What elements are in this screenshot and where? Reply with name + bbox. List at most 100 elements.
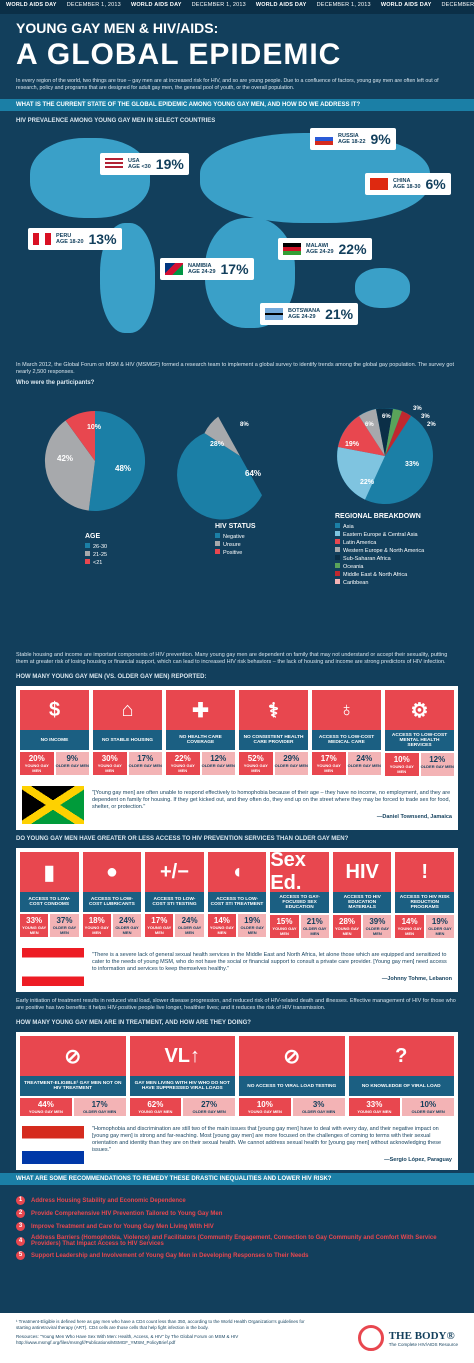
age-legend: AGE 26-30 21-25 <21 [85, 533, 107, 567]
ticker-date: DECEMBER 1, 2013 [66, 2, 121, 8]
stat-icon: ⚕ [239, 690, 308, 730]
reported-panel: $ NO INCOME 20% YOUNG GAY MEN 9% OLDER GAY ME… [16, 686, 458, 830]
quote-jamaica: "[Young gay men] are often unable to res… [16, 780, 458, 830]
age-slice-26-30 [88, 411, 146, 511]
age-label-42: 42% [57, 454, 73, 463]
stat-label: NO HEALTH CARE COVERAGE [166, 730, 235, 750]
rec-text: Address Housing Stability and Economic D… [31, 1197, 186, 1204]
young-value: 14% YOUNG GAY MEN [395, 915, 424, 938]
country-name: MALAWI [306, 242, 329, 249]
legend-title: AGE [85, 533, 101, 540]
quote-text: "Homophobia and discrimination are still… [92, 1126, 442, 1153]
intro-text: In every region of the world, two things… [16, 78, 439, 91]
housing-text: Stable housing and income are important … [16, 652, 448, 665]
older-value: 29% OLDER GAY MEN [274, 752, 308, 775]
stat-icon: ◖ [207, 852, 267, 892]
hiv-slice-negative [177, 433, 262, 520]
legend-title: REGIONAL BREAKDOWN [335, 513, 421, 520]
country-age: AGE 24-29 [288, 314, 316, 320]
region-pie: 33% 22% 19% 6% 6% 3% 3% 2% [337, 406, 436, 504]
reported-tile: ✚ NO HEALTH CARE COVERAGE 22% YOUNG GAY MEN… [166, 690, 235, 776]
hiv-label-28: 28% [210, 441, 225, 448]
treatment-panel: ⊘ TREATMENT-ELIGIBLE¹ GAY MEN NOT ON HIV … [16, 1032, 458, 1170]
rec-number: 2 [16, 1209, 25, 1218]
treatment-tile: ? NO KNOWLEDGE OF VIRAL LOAD 33% YOUNG GAY … [348, 1036, 454, 1116]
treatment-tile: ⊘ TREATMENT-ELIGIBLE¹ GAY MEN NOT ON HIV … [20, 1036, 126, 1116]
older-value: 19% OLDER GAY MEN [238, 914, 267, 937]
older-value: 3% OLDER GAY MEN [292, 1098, 345, 1116]
quote-author: —Daniel Townsend, Jamaica [376, 813, 452, 820]
recommendation-item: 2 Provide Comprehensive HIV Prevention Ta… [16, 1209, 458, 1218]
treatment-tiles: ⊘ TREATMENT-ELIGIBLE¹ GAY MEN NOT ON HIV … [16, 1032, 458, 1120]
legend-item: Oceania [343, 564, 364, 570]
legend-item: Eastern Europe & Central Asia [343, 532, 418, 538]
country-pct: 21% [325, 306, 354, 322]
older-value: 19% OLDER GAY MEN [425, 915, 455, 938]
rec-number: 5 [16, 1251, 25, 1260]
older-value: 27% OLDER GAY MEN [183, 1098, 235, 1116]
lebanon-flag-icon [22, 948, 84, 986]
callout-usa: USA AGE <30 19% [100, 153, 189, 175]
recommendation-item: 5 Support Leadership and Involvement of Y… [16, 1251, 458, 1260]
namibia-flag-icon [165, 263, 183, 275]
footnote: ¹ Treatment-Eligible is defined here as … [16, 1319, 305, 1330]
age-slice-under-21 [65, 410, 95, 461]
older-value: 12% OLDER GAY MEN [201, 752, 235, 775]
older-value: 12% OLDER GAY MEN [420, 753, 454, 776]
rec-text: Address Barriers (Homophobia, Violence) … [31, 1235, 437, 1247]
stat-icon: ⌂ [93, 690, 162, 730]
older-value: 39% OLDER GAY MEN [363, 915, 392, 938]
quote-paraguay: "Homophobia and discrimination are still… [16, 1120, 458, 1170]
map-label: HIV PREVALENCE AMONG YOUNG GAY MEN IN SE… [16, 118, 216, 124]
australia-shape [355, 268, 410, 308]
young-value: 18% YOUNG GAY MEN [82, 914, 111, 937]
callout-peru: PERU AGE 18-20 13% [28, 228, 122, 250]
callout-russia: RUSSIA AGE 18-22 9% [310, 128, 396, 150]
access-tile: +/− ACCESS TO LOW-COST STI TESTING 17% YOUN… [145, 852, 204, 938]
country-pct: 17% [220, 261, 249, 277]
recommendations-list: 1 Address Housing Stability and Economic … [0, 1188, 474, 1268]
region-label: 22% [360, 479, 375, 486]
pie-charts: 48% 42% 10% 64% 28% 8% 33% [44, 406, 436, 520]
recommendation-item: 3 Improve Treatment and Care for Young Ga… [16, 1222, 458, 1231]
legend-item: Negative [223, 534, 245, 540]
stat-label: NO ACCESS TO VIRAL LOAD TESTING [239, 1076, 345, 1096]
ticker: WORLD AIDS DAY DECEMBER 1, 2013 WORLD AIDS… [0, 0, 474, 14]
legend-item: Middle East & North Africa [343, 572, 408, 578]
young-value: 22% YOUNG GAY MEN [166, 752, 200, 775]
reported-tile: ⚙ ACCESS TO LOW-COST MENTAL HEALTH SERVIC… [385, 690, 454, 776]
paraguay-flag-icon [22, 1126, 84, 1164]
older-value: 24% OLDER GAY MEN [112, 914, 142, 937]
young-value: 10% YOUNG GAY MEN [239, 1098, 291, 1116]
young-value: 62% YOUNG GAY MEN [129, 1098, 182, 1116]
region-label: 19% [345, 441, 360, 448]
access-tile: ◖ ACCESS TO LOW-COST STI TREATMENT 14% YOUN… [207, 852, 267, 938]
young-value: 33% YOUNG GAY MEN [348, 1098, 401, 1116]
reported-question: HOW MANY YOUNG GAY MEN (VS. OLDER GAY ME… [16, 674, 207, 680]
country-pct: 22% [338, 241, 367, 257]
legend-item: 26-30 [93, 544, 108, 550]
treatment-question: HOW MANY YOUNG GAY MEN ARE IN TREATMENT,… [16, 1020, 251, 1026]
stat-icon: Sex Ed. [270, 849, 329, 894]
recommendation-item: 1 Address Housing Stability and Economic … [16, 1196, 458, 1205]
participants-section: In March 2012, the Global Forum on MSM &… [0, 358, 474, 648]
young-value: 15% YOUNG GAY MEN [270, 915, 299, 938]
brand-tag: The Complete HIV/AIDS Resource [388, 1341, 458, 1347]
stat-icon: ⊘ [239, 1036, 345, 1076]
country-pct: 13% [88, 231, 117, 247]
stat-icon: ♁ [312, 690, 381, 730]
quote-lebanon: "There is a severe lack of general sexua… [16, 942, 458, 992]
rec-text: Support Leadership and Involvement of Yo… [31, 1252, 309, 1259]
callout-namibia: NAMIBIA AGE 24-29 17% [160, 258, 254, 280]
region-slice-latin-america [338, 416, 385, 456]
region-slice-sub-saharan [376, 408, 393, 456]
stat-icon: VL↑ [129, 1036, 235, 1076]
stat-label: ACCESS TO LOW-COST STI TESTING [145, 892, 204, 912]
ticker-event: WORLD AIDS DAY [380, 2, 432, 8]
age-label-10: 10% [87, 424, 102, 431]
access-tiles: ▮ ACCESS TO LOW-COST CONDOMS 33% YOUNG GAY … [16, 848, 458, 942]
older-value: 17% OLDER GAY MEN [128, 752, 162, 775]
stat-label: NO KNOWLEDGE OF VIRAL LOAD [348, 1076, 454, 1096]
stat-label: ACCESS TO HIV EDUCATION MATERIALS [332, 892, 392, 913]
